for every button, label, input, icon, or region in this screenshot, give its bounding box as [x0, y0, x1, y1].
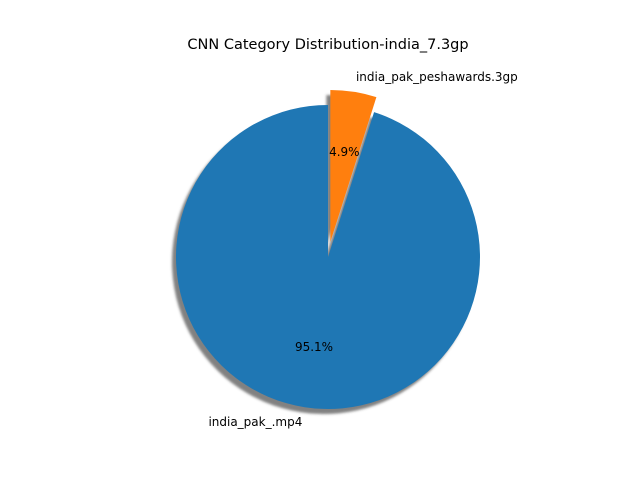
pie-slice-india-pak-peshawards-3gp [330, 89, 377, 242]
slice-label-india-pak-mp4: india_pak_.mp4 [208, 415, 302, 429]
slice-label-india-pak-peshawards-3gp: india_pak_peshawards.3gp [356, 70, 518, 84]
pie-slices [176, 89, 481, 410]
chart-title: CNN Category Distribution-india_7.3gp [187, 37, 468, 53]
slice-percent-india-pak-peshawards-3gp: 4.9% [329, 145, 360, 159]
pie-slice-india-pak-mp4 [176, 105, 481, 410]
pie-labels: india_pak_peshawards.3gp 4.9% india_pak_.m… [208, 70, 517, 429]
slice-percent-india-pak-mp4: 95.1% [295, 340, 333, 354]
